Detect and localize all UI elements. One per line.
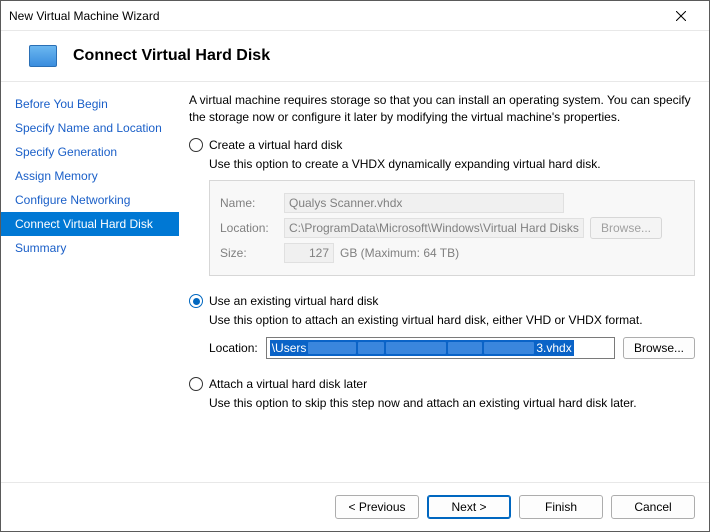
existing-browse-button[interactable]: Browse... <box>623 337 695 359</box>
sidebar-item-before-you-begin[interactable]: Before You Begin <box>1 92 179 116</box>
create-size-input <box>284 243 334 263</box>
redacted-segment <box>484 342 534 354</box>
option-later: Attach a virtual hard disk later Use thi… <box>189 377 695 412</box>
create-browse-button: Browse... <box>590 217 662 239</box>
radio-row-existing[interactable]: Use an existing virtual hard disk <box>189 294 695 308</box>
radio-existing-label: Use an existing virtual hard disk <box>209 294 378 308</box>
redacted-segment <box>448 342 482 354</box>
page-title: Connect Virtual Hard Disk <box>73 47 270 65</box>
create-desc: Use this option to create a VHDX dynamic… <box>209 156 695 173</box>
radio-row-create[interactable]: Create a virtual hard disk <box>189 138 695 152</box>
main-panel: A virtual machine requires storage so th… <box>179 82 709 482</box>
existing-desc: Use this option to attach an existing vi… <box>209 312 695 329</box>
create-size-unit: GB (Maximum: 64 TB) <box>340 246 459 260</box>
intro-text: A virtual machine requires storage so th… <box>189 92 695 126</box>
option-existing: Use an existing virtual hard disk Use th… <box>189 294 695 359</box>
existing-location-prefix: \Users <box>272 341 307 355</box>
sidebar-item-specify-name[interactable]: Specify Name and Location <box>1 116 179 140</box>
create-panel: Name: Location: Browse... Size: GB (Maxi… <box>209 180 695 276</box>
later-desc: Use this option to skip this step now an… <box>209 395 695 412</box>
wizard-header: Connect Virtual Hard Disk <box>1 31 709 81</box>
radio-later-label: Attach a virtual hard disk later <box>209 377 367 391</box>
radio-later[interactable] <box>189 377 203 391</box>
sidebar-item-configure-networking[interactable]: Configure Networking <box>1 188 179 212</box>
create-location-input <box>284 218 584 238</box>
sidebar-item-connect-vhd[interactable]: Connect Virtual Hard Disk <box>1 212 179 236</box>
redacted-segment <box>386 342 446 354</box>
existing-location-label: Location: <box>209 341 258 355</box>
previous-button[interactable]: < Previous <box>335 495 419 519</box>
next-button[interactable]: Next > <box>427 495 511 519</box>
wizard-body: Before You Begin Specify Name and Locati… <box>1 81 709 483</box>
sidebar-item-specify-generation[interactable]: Specify Generation <box>1 140 179 164</box>
create-size-label: Size: <box>220 246 278 260</box>
finish-button[interactable]: Finish <box>519 495 603 519</box>
create-location-label: Location: <box>220 221 278 235</box>
radio-row-later[interactable]: Attach a virtual hard disk later <box>189 377 695 391</box>
titlebar: New Virtual Machine Wizard <box>1 1 709 31</box>
sidebar-item-assign-memory[interactable]: Assign Memory <box>1 164 179 188</box>
radio-create[interactable] <box>189 138 203 152</box>
existing-location-input[interactable]: \Users 3.vhdx <box>266 337 615 359</box>
disk-icon <box>29 45 57 67</box>
create-name-label: Name: <box>220 196 278 210</box>
sidebar-item-summary[interactable]: Summary <box>1 236 179 260</box>
radio-create-label: Create a virtual hard disk <box>209 138 342 152</box>
option-create: Create a virtual hard disk Use this opti… <box>189 138 695 277</box>
step-sidebar: Before You Begin Specify Name and Locati… <box>1 82 179 482</box>
create-name-input <box>284 193 564 213</box>
existing-location-suffix: 3.vhdx <box>536 341 571 355</box>
existing-location-row: Location: \Users 3.vhdx Browse... <box>209 337 695 359</box>
redacted-segment <box>308 342 356 354</box>
close-icon <box>676 11 686 21</box>
wizard-window: New Virtual Machine Wizard Connect Virtu… <box>0 0 710 532</box>
existing-location-selection: \Users 3.vhdx <box>270 340 574 356</box>
wizard-footer: < Previous Next > Finish Cancel <box>1 483 709 531</box>
radio-existing[interactable] <box>189 294 203 308</box>
redacted-segment <box>358 342 384 354</box>
window-title: New Virtual Machine Wizard <box>9 9 160 23</box>
cancel-button[interactable]: Cancel <box>611 495 695 519</box>
close-button[interactable] <box>661 2 701 30</box>
